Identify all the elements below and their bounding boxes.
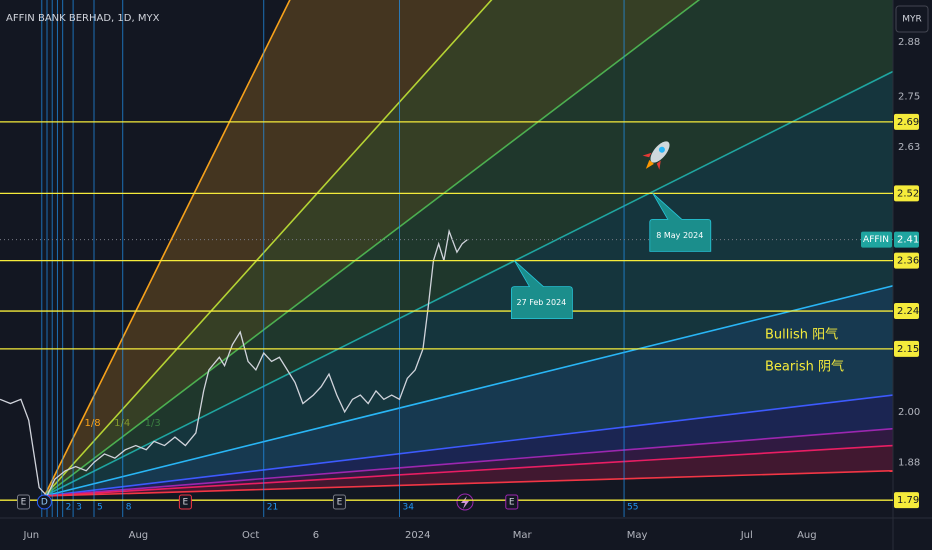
fan-line [44, 285, 893, 497]
price-axis [893, 0, 932, 550]
fan-zone [44, 0, 893, 496]
fan-label: 1/8 [85, 418, 101, 429]
event-label[interactable]: E [21, 498, 27, 508]
fan-line [44, 70, 893, 497]
currency-button[interactable] [895, 5, 929, 33]
time-zone-label: 2 [66, 503, 72, 513]
event-marker[interactable] [36, 494, 52, 510]
note: Bearish 阴气 [765, 359, 844, 375]
level-label: 2.15 [897, 344, 919, 355]
chart-title: AFFIN BANK BERHAD, 1D, MYX [6, 13, 160, 24]
fan-line [44, 427, 893, 497]
time-zone-label: 5 [97, 503, 103, 513]
level-badge [894, 303, 919, 320]
rocket-icon [642, 141, 670, 170]
time-zone-label: 21 [267, 503, 278, 513]
time-zone-label: 34 [403, 503, 415, 513]
x-tick-label: Aug [129, 530, 149, 541]
fan-label: 1/3 [145, 418, 161, 429]
level-badge [894, 252, 919, 269]
plot-area [0, 0, 893, 517]
time-zone-label: 3 [76, 503, 82, 513]
level-badge [894, 340, 919, 357]
fan-line [43, 0, 291, 497]
x-tick-label: Jun [23, 530, 40, 541]
event-marker[interactable] [178, 494, 192, 510]
event-label[interactable]: E [183, 498, 189, 508]
level-label: 2.24 [897, 306, 919, 317]
last-badge [894, 231, 919, 248]
level-label: 1.79 [897, 495, 919, 506]
event-label[interactable]: D [41, 498, 48, 508]
fan-line [43, 0, 493, 497]
x-tick-label: Jul [740, 530, 753, 541]
callout-text: 8 May 2024 [656, 231, 703, 240]
event-label[interactable]: E [509, 498, 515, 508]
y-tick-label: 2.00 [898, 407, 920, 418]
time-zone-label: 8 [126, 503, 132, 513]
level-label: 2.36 [897, 256, 919, 267]
symbol-label: AFFIN [863, 235, 889, 245]
y-tick-label: 2.75 [898, 92, 920, 103]
fan-line [44, 444, 893, 497]
x-tick-label: Mar [513, 530, 533, 541]
x-tick-label: 6 [313, 530, 319, 541]
x-tick-label: 2024 [405, 530, 430, 541]
fan-line [44, 469, 893, 497]
currency[interactable]: MYR [902, 15, 922, 25]
price-line [0, 228, 468, 498]
x-tick-label: Aug [797, 530, 817, 541]
y-tick-label: 2.63 [898, 142, 920, 153]
last-label: 2.41 [897, 235, 919, 246]
callout-box [510, 260, 573, 320]
callout-text: 27 Feb 2024 [516, 298, 566, 307]
lightning-event[interactable] [456, 493, 474, 511]
level-label: 2.52 [897, 188, 919, 199]
level-badge [894, 185, 919, 202]
event-marker[interactable] [17, 494, 30, 510]
fan-line [44, 394, 893, 497]
symbol-badge [861, 231, 892, 248]
x-tick-label: Oct [242, 530, 259, 541]
fan-line [43, 0, 701, 497]
event-marker[interactable] [332, 494, 346, 510]
fan-label: 1/4 [114, 418, 130, 429]
event-marker[interactable] [505, 494, 519, 510]
event-label[interactable]: E [337, 498, 343, 508]
time-axis [0, 518, 932, 550]
level-label: 2.69 [897, 117, 919, 128]
x-tick-label: May [627, 530, 648, 541]
callout-box [649, 193, 712, 252]
note: Bullish 阳气 [765, 327, 838, 343]
y-tick-label: 2.88 [898, 37, 920, 48]
y-tick-label: 1.88 [898, 457, 920, 468]
level-badge [894, 492, 919, 509]
time-zone-label: 55 [627, 503, 638, 513]
level-badge [894, 113, 919, 130]
